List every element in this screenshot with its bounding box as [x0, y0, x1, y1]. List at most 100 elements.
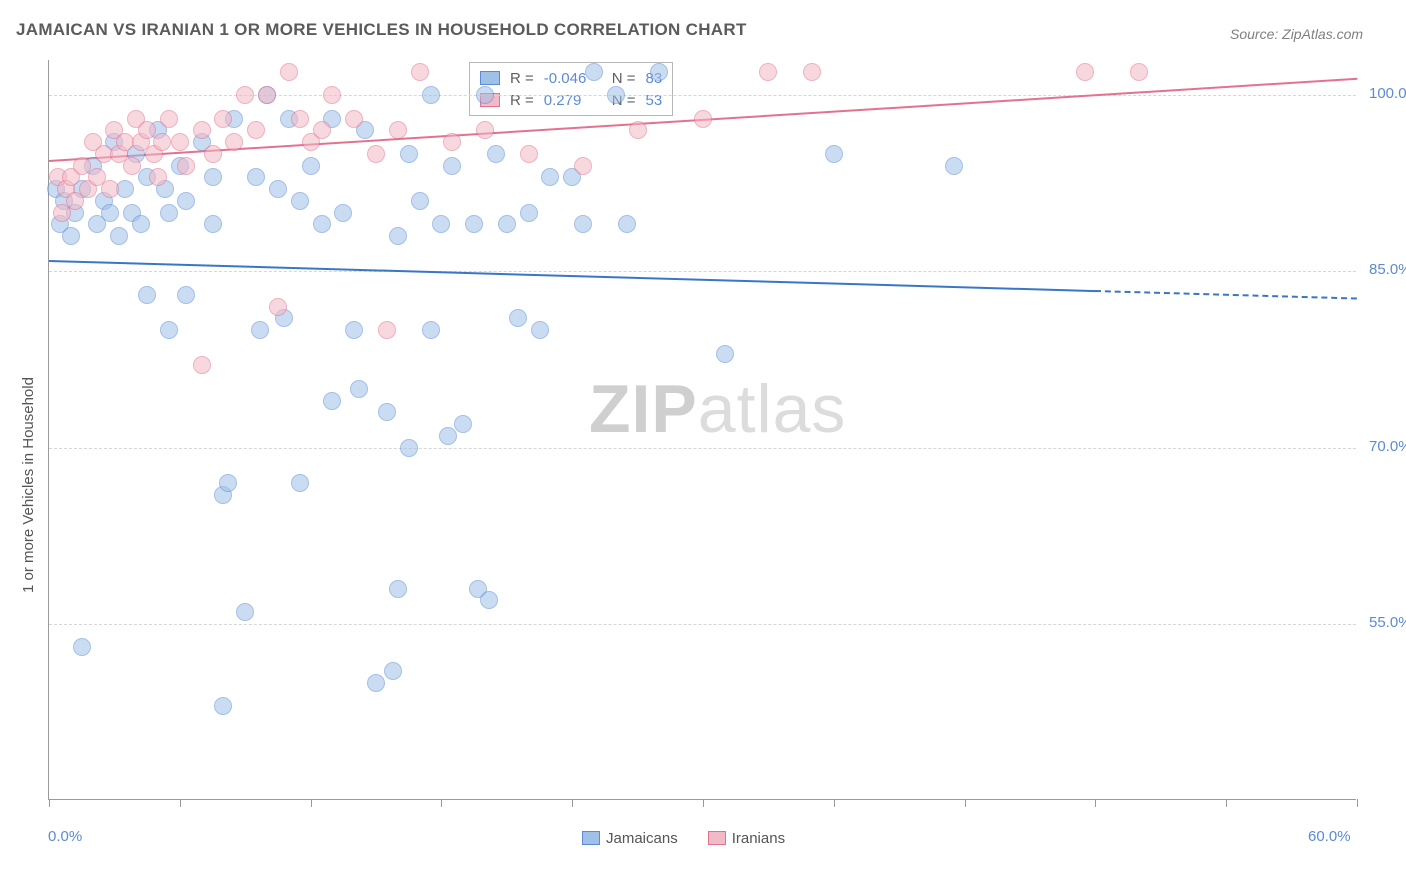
- data-point: [291, 110, 309, 128]
- x-tick: [703, 799, 704, 807]
- data-point: [323, 86, 341, 104]
- gridline: [49, 624, 1356, 625]
- data-point: [269, 298, 287, 316]
- y-tick-label: 55.0%: [1369, 614, 1406, 631]
- data-point: [160, 321, 178, 339]
- legend-swatch: [582, 831, 600, 845]
- y-tick-label: 100.0%: [1369, 85, 1406, 102]
- data-point: [400, 439, 418, 457]
- x-tick: [834, 799, 835, 807]
- data-point: [204, 145, 222, 163]
- data-point: [313, 215, 331, 233]
- data-point: [411, 63, 429, 81]
- data-point: [236, 86, 254, 104]
- watermark: ZIPatlas: [589, 370, 846, 448]
- legend-r-label: R =: [510, 92, 534, 109]
- data-point: [334, 204, 352, 222]
- data-point: [476, 86, 494, 104]
- data-point: [350, 380, 368, 398]
- legend-item: Jamaicans: [582, 830, 678, 847]
- x-tick: [572, 799, 573, 807]
- data-point: [759, 63, 777, 81]
- data-point: [177, 192, 195, 210]
- data-point: [280, 63, 298, 81]
- data-point: [650, 63, 668, 81]
- data-point: [400, 145, 418, 163]
- data-point: [73, 638, 91, 656]
- data-point: [367, 674, 385, 692]
- data-point: [193, 121, 211, 139]
- data-point: [101, 180, 119, 198]
- x-tick-label: 60.0%: [1308, 828, 1351, 845]
- y-tick-label: 70.0%: [1369, 438, 1406, 455]
- data-point: [110, 227, 128, 245]
- watermark-atlas: atlas: [698, 371, 847, 447]
- data-point: [541, 168, 559, 186]
- data-point: [432, 215, 450, 233]
- data-point: [193, 356, 211, 374]
- x-tick: [965, 799, 966, 807]
- legend-r-value: 0.279: [544, 92, 602, 109]
- data-point: [439, 427, 457, 445]
- legend-swatch: [480, 71, 500, 85]
- data-point: [384, 662, 402, 680]
- watermark-zip: ZIP: [589, 371, 698, 447]
- data-point: [171, 133, 189, 151]
- legend-series-label: Jamaicans: [606, 830, 678, 847]
- data-point: [62, 227, 80, 245]
- data-point: [367, 145, 385, 163]
- data-point: [101, 204, 119, 222]
- data-point: [269, 180, 287, 198]
- data-point: [204, 215, 222, 233]
- data-point: [236, 603, 254, 621]
- legend-series-label: Iranians: [732, 830, 785, 847]
- data-point: [204, 168, 222, 186]
- data-point: [1076, 63, 1094, 81]
- x-tick-label: 0.0%: [48, 828, 82, 845]
- data-point: [345, 321, 363, 339]
- data-point: [694, 110, 712, 128]
- data-point: [378, 321, 396, 339]
- data-point: [251, 321, 269, 339]
- data-point: [214, 697, 232, 715]
- legend-stat-row: R =0.279N =53: [480, 89, 662, 111]
- trend-line: [49, 260, 1095, 292]
- x-tick: [1226, 799, 1227, 807]
- data-point: [247, 168, 265, 186]
- data-point: [574, 215, 592, 233]
- data-point: [825, 145, 843, 163]
- data-point: [498, 215, 516, 233]
- data-point: [803, 63, 821, 81]
- data-point: [247, 121, 265, 139]
- data-point: [138, 286, 156, 304]
- x-tick: [1095, 799, 1096, 807]
- data-point: [132, 215, 150, 233]
- data-point: [345, 110, 363, 128]
- data-point: [520, 145, 538, 163]
- data-point: [454, 415, 472, 433]
- data-point: [123, 157, 141, 175]
- data-point: [585, 63, 603, 81]
- chart-container: JAMAICAN VS IRANIAN 1 OR MORE VEHICLES I…: [0, 0, 1406, 892]
- data-point: [411, 192, 429, 210]
- data-point: [618, 215, 636, 233]
- data-point: [945, 157, 963, 175]
- gridline: [49, 448, 1356, 449]
- series-legend: Jamaicans Iranians: [582, 830, 785, 847]
- data-point: [422, 86, 440, 104]
- data-point: [465, 215, 483, 233]
- legend-stat-row: R =-0.046N =83: [480, 67, 662, 89]
- data-point: [177, 157, 195, 175]
- data-point: [443, 133, 461, 151]
- data-point: [302, 157, 320, 175]
- data-point: [422, 321, 440, 339]
- chart-title: JAMAICAN VS IRANIAN 1 OR MORE VEHICLES I…: [16, 20, 747, 40]
- data-point: [177, 286, 195, 304]
- x-tick: [1357, 799, 1358, 807]
- source-label: Source: ZipAtlas.com: [1230, 26, 1363, 42]
- data-point: [149, 168, 167, 186]
- gridline: [49, 271, 1356, 272]
- data-point: [531, 321, 549, 339]
- data-point: [291, 192, 309, 210]
- x-tick: [49, 799, 50, 807]
